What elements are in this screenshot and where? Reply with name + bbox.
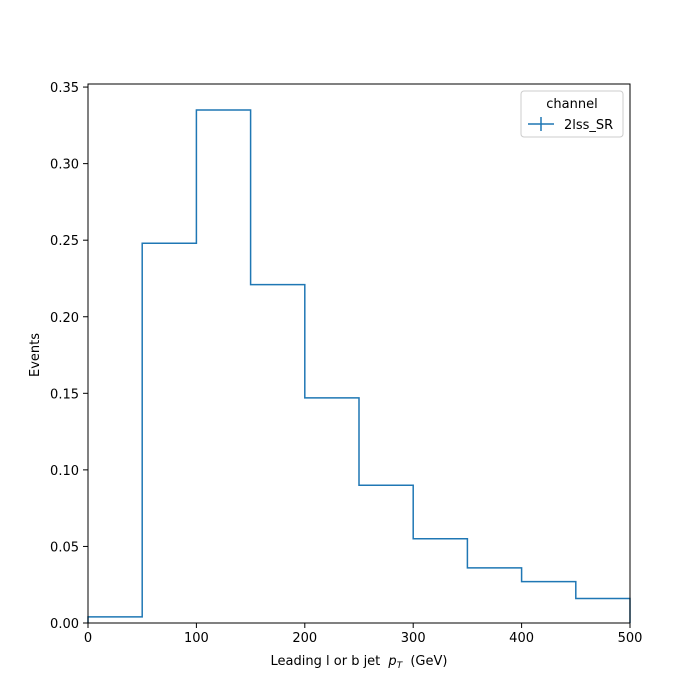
x-axis-label: Leading l or b jet pT (GeV) bbox=[271, 654, 448, 672]
y-tick-label: 0.35 bbox=[50, 81, 79, 96]
x-tick-label: 0 bbox=[84, 631, 92, 646]
y-tick-label: 0.30 bbox=[50, 158, 79, 173]
x-tick-label: 100 bbox=[184, 631, 209, 646]
y-axis-label: Events bbox=[28, 333, 43, 377]
y-tick-label: 0.05 bbox=[50, 540, 79, 555]
x-axis-label-unit: (GeV) bbox=[410, 654, 447, 669]
plot-area bbox=[87, 109, 631, 623]
legend: channel 2lss_SR bbox=[520, 90, 624, 138]
y-tick-label: 0.25 bbox=[50, 234, 79, 249]
x-axis-label-math-sub: T bbox=[397, 661, 404, 671]
y-tick-label: 0.15 bbox=[50, 387, 79, 402]
axes-frame bbox=[87, 83, 631, 624]
y-tick-label: 0.20 bbox=[50, 311, 79, 326]
legend-entry-2lss-sr: 2lss_SR bbox=[564, 118, 613, 133]
y-tick-label: 0.00 bbox=[50, 617, 79, 632]
x-tick-label: 300 bbox=[401, 631, 426, 646]
x-tick-label: 400 bbox=[509, 631, 534, 646]
legend-box bbox=[520, 90, 624, 138]
histogram-step-line-0 bbox=[87, 109, 631, 623]
x-axis-label-text: Leading l or b jet bbox=[271, 654, 381, 669]
y-tick-label: 0.10 bbox=[50, 464, 79, 479]
x-axis-label-math: p bbox=[387, 654, 396, 669]
x-tick-label: 200 bbox=[292, 631, 317, 646]
legend-title: channel bbox=[546, 97, 597, 112]
x-tick-label: 500 bbox=[618, 631, 643, 646]
axis-ticks: 0 100 200 300 400 500 0.00 0.05 0.10 0.15 0.20 0.25… bbox=[50, 81, 642, 646]
